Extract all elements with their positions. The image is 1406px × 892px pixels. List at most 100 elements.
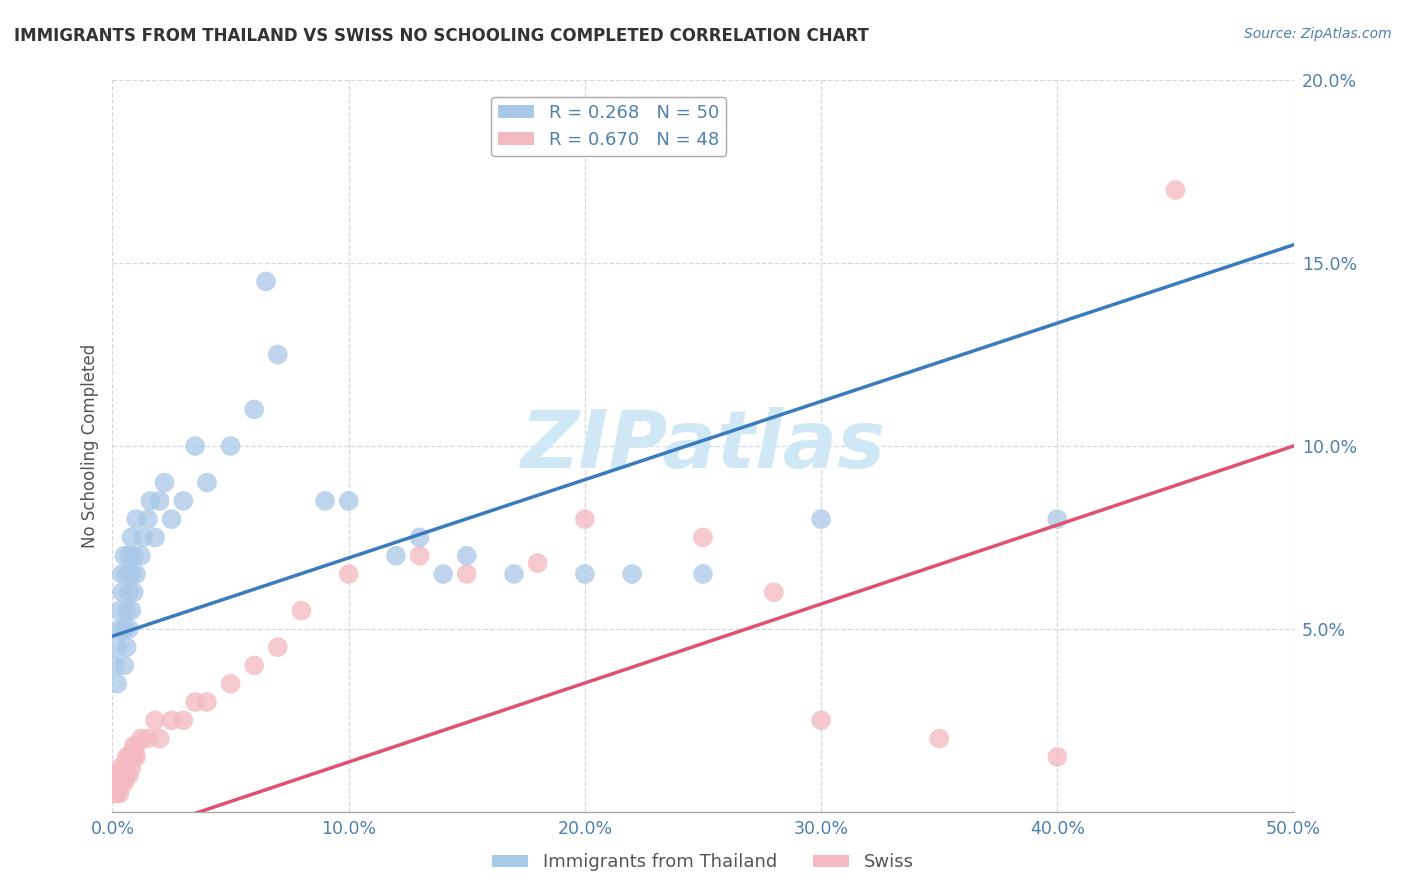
Point (104, 658, 127, 673)
Point (120, 567, 142, 582)
Point (129, 731, 152, 746)
Point (108, 761, 131, 775)
Point (1164, 183, 1187, 197)
Point (195, 695, 218, 709)
Point (243, 658, 266, 673)
Point (108, 787, 131, 801)
Point (105, 775, 128, 789)
Point (408, 549, 430, 563)
Point (122, 549, 145, 563)
Point (108, 768, 131, 782)
Point (104, 775, 127, 789)
Legend: R = 0.268   N = 50, R = 0.670   N = 48: R = 0.268 N = 50, R = 0.670 N = 48 (491, 96, 725, 156)
Point (574, 512, 596, 526)
Point (120, 530, 142, 544)
Point (118, 622, 141, 636)
Point (112, 768, 135, 782)
Point (122, 739, 145, 753)
Point (115, 640, 138, 655)
Point (408, 530, 430, 544)
Point (122, 585, 145, 599)
Point (149, 494, 172, 508)
Point (432, 567, 454, 582)
Point (456, 549, 478, 563)
Point (762, 585, 785, 599)
Point (574, 567, 596, 582)
Point (172, 714, 194, 728)
Point (195, 475, 218, 490)
Point (104, 768, 127, 782)
Point (243, 402, 266, 417)
Point (503, 567, 526, 582)
Point (105, 640, 128, 655)
Point (122, 749, 145, 764)
Point (1046, 749, 1069, 764)
Point (120, 761, 142, 775)
Point (136, 512, 159, 526)
Text: IMMIGRANTS FROM THAILAND VS SWISS NO SCHOOLING COMPLETED CORRELATION CHART: IMMIGRANTS FROM THAILAND VS SWISS NO SCH… (14, 27, 869, 45)
Point (120, 603, 142, 617)
Point (621, 567, 644, 582)
Point (112, 775, 135, 789)
Point (118, 768, 141, 782)
Point (125, 567, 148, 582)
Point (153, 475, 176, 490)
Point (105, 787, 128, 801)
Point (105, 768, 128, 782)
Point (111, 585, 134, 599)
Point (104, 787, 127, 801)
Y-axis label: No Schooling Completed: No Schooling Completed (80, 344, 98, 548)
Point (118, 749, 141, 764)
Point (125, 739, 148, 753)
Point (160, 512, 183, 526)
Point (172, 494, 194, 508)
Point (112, 761, 135, 775)
Point (143, 530, 166, 544)
Point (118, 549, 141, 563)
Point (692, 530, 714, 544)
Point (108, 603, 131, 617)
Point (149, 731, 172, 746)
Point (526, 556, 548, 570)
Point (928, 731, 950, 746)
Point (456, 567, 478, 582)
Point (385, 549, 408, 563)
Point (184, 695, 207, 709)
Point (337, 494, 360, 508)
Point (314, 494, 336, 508)
Point (290, 603, 312, 617)
Point (139, 494, 162, 508)
Point (111, 567, 134, 582)
Point (120, 749, 142, 764)
Point (136, 731, 159, 746)
Point (111, 775, 134, 789)
Point (160, 714, 183, 728)
Point (219, 676, 242, 690)
Point (267, 640, 290, 655)
Point (115, 749, 138, 764)
Point (267, 347, 290, 362)
Point (111, 768, 134, 782)
Point (1046, 512, 1069, 526)
Point (810, 714, 832, 728)
Point (129, 549, 152, 563)
Point (692, 567, 714, 582)
Point (112, 549, 135, 563)
Point (219, 439, 242, 453)
Point (108, 622, 131, 636)
Point (112, 622, 135, 636)
Point (184, 439, 207, 453)
Point (125, 749, 148, 764)
Point (810, 512, 832, 526)
Legend: Immigrants from Thailand, Swiss: Immigrants from Thailand, Swiss (485, 847, 921, 879)
Text: ZIPatlas: ZIPatlas (520, 407, 886, 485)
Point (143, 714, 166, 728)
Point (254, 275, 277, 289)
Point (118, 585, 141, 599)
Point (115, 567, 138, 582)
Point (112, 658, 135, 673)
Point (115, 761, 138, 775)
Point (115, 603, 138, 617)
Point (115, 768, 138, 782)
Point (337, 567, 360, 582)
